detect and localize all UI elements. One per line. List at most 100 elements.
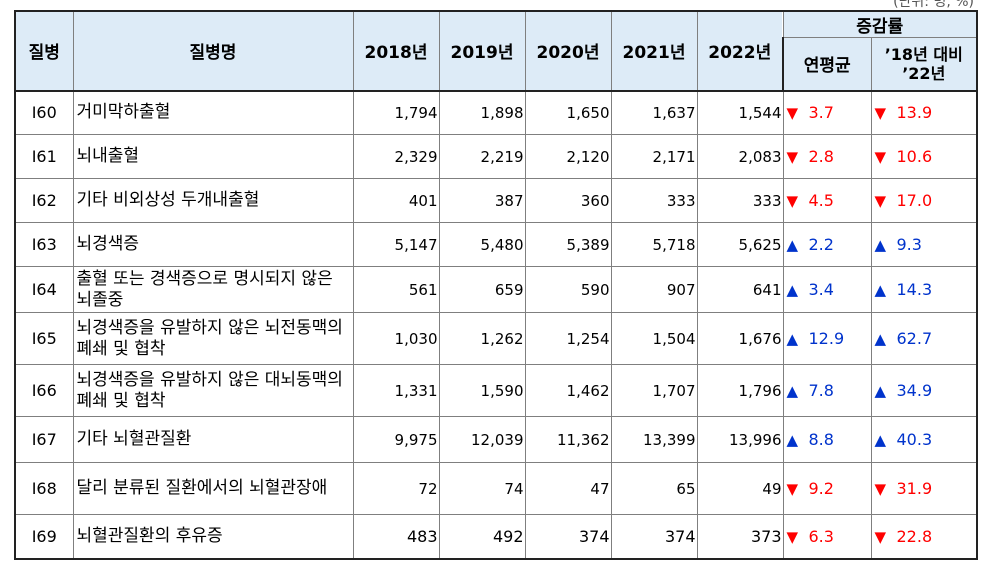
vs-2018-rate-value: 9.3 (896, 235, 922, 254)
year-value: 2,171 (610, 134, 698, 179)
year-value: 483 (352, 514, 440, 560)
year-value: 659 (438, 266, 526, 313)
header-vs-line2: ’22년 (902, 63, 946, 83)
vs-2018-rate-value: 40.3 (896, 430, 933, 449)
annual-average-rate-value: 8.8 (808, 430, 834, 449)
table-row: I63 뇌경색증 5,147 5,480 5,389 5,718 5,625 ▲ 2.2 ▲ 9.3 (14, 222, 979, 267)
down-triangle-icon: ▼ (786, 104, 799, 123)
year-value: 2,329 (352, 134, 440, 179)
vs-2018-rate-value: 34.9 (896, 381, 933, 400)
down-triangle-icon: ▼ (874, 527, 887, 546)
vs-2018-rate: ▼ 13.9 (870, 90, 979, 135)
down-triangle-icon: ▼ (786, 527, 799, 546)
year-value: 561 (352, 266, 440, 313)
table-row: I62 기타 비외상성 두개내출혈 401 387 360 333 333 ▼ 4.5 ▼ 17.0 (14, 178, 979, 223)
year-value: 1,590 (438, 364, 526, 417)
annual-average-rate: ▼ 9.2 (782, 462, 872, 515)
disease-name: 뇌내출혈 (72, 134, 354, 179)
header-vs-2018: ’18년 대비 ’22년 (870, 37, 979, 92)
unit-note: (단위: 명, %) (893, 0, 974, 10)
header-year: 2021년 (610, 10, 698, 92)
down-triangle-icon: ▼ (874, 148, 887, 166)
year-value: 1,796 (696, 364, 784, 417)
vs-2018-rate: ▲ 40.3 (870, 416, 979, 463)
annual-average-rate-value: 12.9 (808, 329, 845, 348)
disease-code: I61 (14, 134, 74, 179)
vs-2018-rate: ▼ 31.9 (870, 462, 979, 515)
year-value: 1,462 (524, 364, 612, 417)
year-value: 49 (696, 462, 784, 515)
annual-average-rate-value: 6.3 (808, 526, 834, 546)
year-value: 373 (696, 514, 784, 560)
year-value: 387 (438, 178, 526, 223)
year-value: 5,718 (610, 222, 698, 267)
header-year: 2019년 (438, 10, 526, 92)
up-triangle-icon: ▲ (874, 330, 887, 348)
annual-average-rate: ▼ 3.7 (782, 90, 872, 135)
table-row: I65 뇌경색증을 유발하지 않은 뇌전동맥의 폐쇄 및 협착 1,030 1,262… (14, 312, 979, 365)
disease-stats-table: 질병 질병명 2018년 2019년 2020년 2021년 2022년 증감률… (14, 10, 979, 560)
table-row: I61 뇌내출혈 2,329 2,219 2,120 2,171 2,083 ▼ 2.8 ▼ 10.… (14, 134, 979, 179)
year-value: 492 (438, 514, 526, 560)
year-value: 641 (696, 266, 784, 313)
down-triangle-icon: ▼ (786, 480, 799, 498)
year-value: 72 (352, 462, 440, 515)
down-triangle-icon: ▼ (874, 192, 887, 210)
disease-code: I67 (14, 416, 74, 463)
year-value: 47 (524, 462, 612, 515)
year-value: 2,083 (696, 134, 784, 179)
year-value: 2,219 (438, 134, 526, 179)
year-value: 1,030 (352, 312, 440, 365)
year-value: 5,389 (524, 222, 612, 267)
disease-code: I64 (14, 266, 74, 313)
year-value: 1,676 (696, 312, 784, 365)
year-value: 13,996 (696, 416, 784, 463)
year-value: 333 (696, 178, 784, 223)
year-value: 1,650 (524, 90, 612, 135)
disease-name: 기타 비외상성 두개내출혈 (72, 178, 354, 223)
disease-code: I65 (14, 312, 74, 365)
vs-2018-rate: ▼ 22.8 (870, 514, 979, 560)
annual-average-rate-value: 2.8 (808, 147, 834, 166)
disease-code: I69 (14, 514, 74, 560)
disease-name: 출혈 또는 경색증으로 명시되지 않은 뇌졸중 (72, 266, 354, 313)
year-value: 401 (352, 178, 440, 223)
vs-2018-rate: ▲ 14.3 (870, 266, 979, 313)
vs-2018-rate: ▲ 34.9 (870, 364, 979, 417)
up-triangle-icon: ▲ (786, 330, 799, 348)
vs-2018-rate-value: 17.0 (896, 191, 933, 210)
down-triangle-icon: ▼ (874, 480, 887, 498)
year-value: 5,625 (696, 222, 784, 267)
year-value: 11,362 (524, 416, 612, 463)
year-value: 1,707 (610, 364, 698, 417)
vs-2018-rate-value: 22.8 (896, 526, 933, 546)
header-year: 2022년 (696, 10, 784, 92)
up-triangle-icon: ▲ (786, 236, 799, 254)
annual-average-rate: ▼ 2.8 (782, 134, 872, 179)
year-value: 12,039 (438, 416, 526, 463)
vs-2018-rate: ▼ 17.0 (870, 178, 979, 223)
annual-average-rate-value: 3.7 (808, 103, 834, 123)
vs-2018-rate-value: 62.7 (896, 329, 933, 348)
disease-code: I68 (14, 462, 74, 515)
vs-2018-rate-value: 13.9 (896, 103, 933, 123)
table-row: I67 기타 뇌혈관질환 9,975 12,039 11,362 13,399 13,996… (14, 416, 979, 463)
vs-2018-rate-value: 10.6 (896, 147, 933, 166)
vs-2018-rate-value: 31.9 (896, 479, 933, 498)
vs-2018-rate: ▼ 10.6 (870, 134, 979, 179)
up-triangle-icon: ▲ (874, 382, 887, 400)
disease-name: 뇌경색증을 유발하지 않은 대뇌동맥의 폐쇄 및 협착 (72, 364, 354, 417)
annual-average-rate: ▲ 3.4 (782, 266, 872, 313)
annual-average-rate-value: 7.8 (808, 381, 834, 400)
year-value: 374 (524, 514, 612, 560)
disease-name: 거미막하출혈 (72, 90, 354, 135)
disease-code: I60 (14, 90, 74, 135)
year-value: 1,504 (610, 312, 698, 365)
table-row: I69 뇌혈관질환의 후유증 483 492 374 374 373 ▼ 6.3 ▼ 22.8 (14, 514, 979, 560)
table-row: I60 거미막하출혈 1,794 1,898 1,650 1,637 1,544 ▼ 3.7 ▼ 1… (14, 90, 979, 135)
year-value: 374 (610, 514, 698, 560)
annual-average-rate-value: 3.4 (808, 280, 834, 299)
year-value: 333 (610, 178, 698, 223)
table-row: I64 출혈 또는 경색증으로 명시되지 않은 뇌졸중 561 659 590 907 64… (14, 266, 979, 313)
annual-average-rate: ▲ 12.9 (782, 312, 872, 365)
